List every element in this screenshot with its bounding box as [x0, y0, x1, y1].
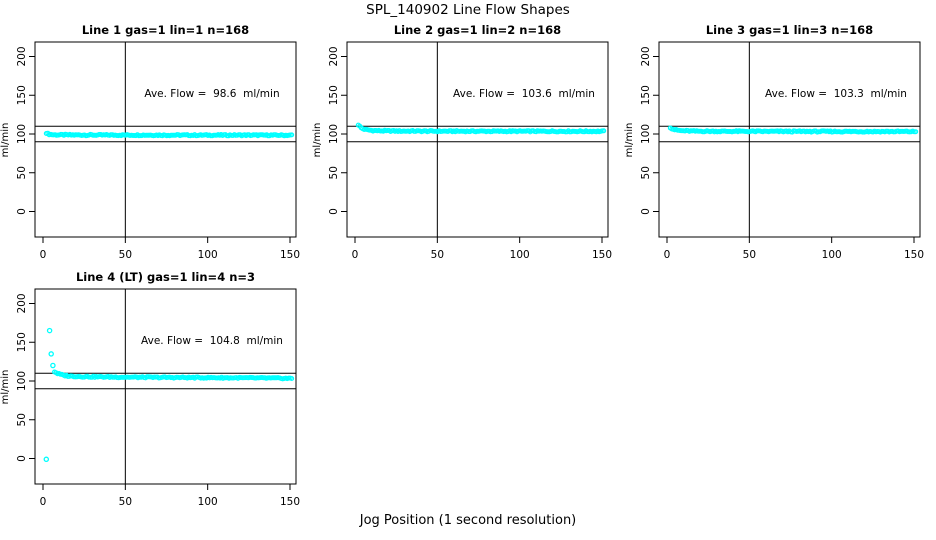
- plot-box: [34, 41, 297, 238]
- ave-flow-annotation: Ave. Flow = 103.3 ml/min: [765, 88, 907, 100]
- y-tick-label: 150: [328, 85, 340, 105]
- y-axis-title: ml/min: [312, 123, 323, 158]
- line-1-plot: 0 50 100 150 0 50 100 150 200 Line 1 gas=1 lin=1 …: [0, 23, 300, 261]
- y-tick-label: 50: [16, 166, 28, 179]
- y-tick-label: 0: [328, 208, 340, 215]
- x-tick-label: 100: [198, 249, 218, 261]
- x-tick-label: 150: [592, 249, 612, 261]
- x-axis: 0 50 100 150: [40, 237, 300, 261]
- y-tick-label: 150: [16, 332, 28, 352]
- y-tick-label: 200: [328, 46, 340, 66]
- x-tick-label: 150: [280, 249, 300, 261]
- x-tick-label: 150: [280, 496, 300, 508]
- panel-title: Line 2 gas=1 lin=2 n=168: [394, 23, 561, 37]
- x-tick-label: 50: [119, 496, 132, 508]
- y-tick-label: 0: [640, 208, 652, 215]
- y-tick-label: 100: [640, 124, 652, 144]
- plot-box: [658, 41, 921, 238]
- y-axis: 0 50 100 150 200: [640, 46, 659, 215]
- x-tick-label: 0: [40, 496, 47, 508]
- line-3-plot: 0 50 100 150 0 50 100 150 200 Line 3 gas=1 lin=3 …: [624, 23, 924, 261]
- y-tick-label: 200: [640, 46, 652, 66]
- y-tick-label: 100: [16, 124, 28, 144]
- x-axis: 0 50 100 150: [352, 237, 612, 261]
- figure-title: SPL_140902 Line Flow Shapes: [366, 2, 570, 18]
- y-tick-label: 0: [16, 208, 28, 215]
- panel-line-2: 0 50 100 150 0 50 100 150 200 Line 2 gas=1 lin=2 …: [312, 20, 624, 267]
- x-tick-label: 0: [664, 249, 671, 261]
- x-tick-label: 100: [822, 249, 842, 261]
- y-tick-label: 0: [16, 455, 28, 462]
- x-tick-label: 50: [743, 249, 756, 261]
- outlier-point: [50, 362, 56, 369]
- y-tick-label: 200: [16, 293, 28, 313]
- y-tick-label: 50: [640, 166, 652, 179]
- x-tick-label: 50: [431, 249, 444, 261]
- data-points: [43, 327, 295, 463]
- x-tick-label: 0: [352, 249, 359, 261]
- x-axis: 0 50 100 150: [40, 484, 300, 508]
- x-tick-label: 0: [40, 249, 47, 261]
- y-tick-label: 50: [16, 413, 28, 426]
- panel-line-3: 0 50 100 150 0 50 100 150 200 Line 3 gas=1 lin=3 …: [624, 20, 936, 267]
- data-points: [43, 130, 295, 139]
- x-axis: 0 50 100 150: [664, 237, 924, 261]
- x-tick-label: 100: [198, 496, 218, 508]
- y-tick-label: 150: [16, 85, 28, 105]
- panel-title: Line 3 gas=1 lin=3 n=168: [706, 23, 873, 37]
- y-tick-label: 100: [328, 124, 340, 144]
- data-points: [667, 125, 919, 135]
- line-4-plot: 0 50 100 150 0 50 100 150 200 Line 4 (LT) gas=1 l…: [0, 270, 300, 508]
- data-points: [355, 122, 607, 135]
- y-tick-label: 150: [640, 85, 652, 105]
- line-2-plot: 0 50 100 150 0 50 100 150 200 Line 2 gas=1 lin=2 …: [312, 23, 612, 261]
- outlier-point: [48, 351, 54, 357]
- y-tick-label: 100: [16, 371, 28, 391]
- y-axis-title: ml/min: [0, 123, 11, 158]
- ave-flow-annotation: Ave. Flow = 98.6 ml/min: [144, 88, 279, 100]
- y-tick-label: 200: [16, 46, 28, 66]
- x-axis-label: Jog Position (1 second resolution): [359, 513, 577, 528]
- outlier-point: [43, 456, 50, 463]
- plot-box: [346, 41, 609, 238]
- panel-line-1: 0 50 100 150 0 50 100 150 200 Line 1 gas=1 lin=1 …: [0, 20, 312, 267]
- x-tick-label: 50: [119, 249, 132, 261]
- plot-box: [34, 288, 297, 485]
- panel-line-4: 0 50 100 150 0 50 100 150 200 Line 4 (LT) gas=1 l…: [0, 267, 312, 514]
- y-axis-title: ml/min: [624, 123, 635, 158]
- panel-title: Line 1 gas=1 lin=1 n=168: [82, 23, 249, 37]
- y-axis-title: ml/min: [0, 370, 11, 405]
- ave-flow-annotation: Ave. Flow = 104.8 ml/min: [141, 335, 283, 347]
- y-tick-label: 50: [328, 166, 340, 179]
- ave-flow-annotation: Ave. Flow = 103.6 ml/min: [453, 88, 595, 100]
- y-axis: 0 50 100 150 200: [328, 46, 347, 215]
- x-tick-label: 150: [904, 249, 924, 261]
- x-tick-label: 100: [510, 249, 530, 261]
- y-axis: 0 50 100 150 200: [16, 293, 35, 462]
- panel-title: Line 4 (LT) gas=1 lin=4 n=3: [76, 270, 255, 284]
- y-axis: 0 50 100 150 200: [16, 46, 35, 215]
- outlier-point: [46, 327, 53, 334]
